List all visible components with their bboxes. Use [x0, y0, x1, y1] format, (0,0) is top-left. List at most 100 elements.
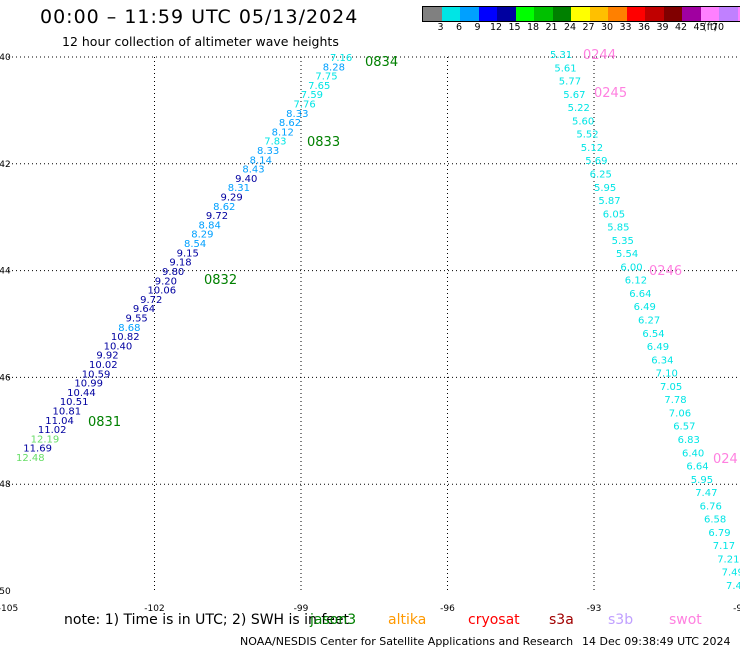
wave-height-label: 7.47 — [695, 488, 717, 499]
longitude-tick-label: -102 — [144, 604, 164, 612]
color-swatch — [589, 7, 608, 21]
wave-height-label: 8.33 — [257, 146, 279, 157]
latitude-tick-label: -40 — [0, 53, 11, 63]
pass-time-label: 0832 — [204, 273, 237, 288]
wave-height-label: 5.60 — [572, 116, 594, 127]
wave-height-label: 7.49 — [722, 568, 740, 579]
color-scale-unit: (ft) — [703, 22, 718, 33]
wave-height-label: 8.62 — [279, 118, 301, 129]
wave-height-label: 10.81 — [53, 406, 82, 417]
longitude-tick-label: -90 — [733, 604, 740, 612]
wave-height-label: 11.04 — [45, 416, 74, 427]
wave-height-label: 6.00 — [620, 262, 642, 273]
color-scale-label: 9 — [474, 22, 481, 33]
longitude-tick-label: -105 — [0, 604, 18, 612]
wave-height-label: 5.95 — [594, 183, 616, 194]
wave-height-label: 6.79 — [708, 528, 730, 539]
wave-height-label: 9.64 — [133, 304, 155, 315]
satellite-legend-s3a: s3a — [549, 612, 574, 628]
pass-time-label: 0831 — [88, 415, 121, 430]
wave-height-label: 5.77 — [559, 77, 581, 88]
wave-height-label: 6.83 — [678, 435, 700, 446]
wave-height-label: 10.44 — [67, 388, 96, 399]
color-scale-label: 36 — [637, 22, 651, 33]
longitude-tick-label: -96 — [440, 604, 455, 612]
pass-time-label: 0245 — [594, 86, 627, 101]
wave-height-label: 9.20 — [155, 276, 177, 287]
wave-height-label: 7.17 — [713, 541, 735, 552]
wave-height-label: 8.33 — [286, 109, 308, 120]
wave-height-label: 8.43 — [242, 165, 264, 176]
color-scale-label: 42 — [674, 22, 688, 33]
wave-height-map: -105 -102 -99 -96 -93 -90 -40 -42 -44 -46 -48 -50 12… — [0, 48, 740, 612]
wave-height-label: 9.40 — [235, 174, 257, 185]
wave-height-label: 5.85 — [607, 223, 629, 234]
wave-height-label: 5.87 — [598, 196, 620, 207]
color-scale-label: 6 — [455, 22, 463, 33]
wave-height-label: 9.72 — [140, 295, 162, 306]
wave-height-label: 7.16 — [330, 53, 352, 64]
wave-height-label: 7.78 — [664, 395, 686, 406]
wave-height-label: 5.69 — [585, 156, 607, 167]
wave-height-label: 10.51 — [60, 397, 89, 408]
color-scale-label: 39 — [656, 22, 669, 33]
color-swatch — [682, 7, 701, 21]
color-swatch — [478, 7, 497, 21]
wave-height-label: 7.06 — [669, 408, 691, 419]
wave-height-label: 9.29 — [220, 193, 242, 204]
wave-height-label: 8.62 — [213, 202, 235, 213]
wave-height-label: 5.95 — [691, 475, 713, 486]
wave-height-label: 12.19 — [31, 434, 60, 445]
wave-height-label: 7.75 — [315, 72, 337, 83]
wave-height-label: 6.64 — [686, 462, 708, 473]
color-scale-label: 3 — [437, 22, 444, 33]
color-scale-label: 15 — [508, 22, 521, 33]
pass-time-label: 024 — [713, 452, 738, 467]
color-swatch — [460, 7, 479, 21]
satellite-legend-cryosat: cryosat — [468, 612, 520, 628]
wave-height-label: 8.12 — [272, 127, 294, 138]
wave-height-label: 9.80 — [162, 267, 184, 278]
color-scale-label: 24 — [563, 22, 577, 33]
color-swatch — [608, 7, 627, 21]
pass-time-label: 0246 — [649, 264, 682, 279]
wave-height-label: 6.25 — [590, 169, 612, 180]
wave-height-label: 5.31 — [550, 50, 572, 61]
wave-height-label: 9.92 — [96, 351, 118, 362]
wave-height-label: 9.72 — [206, 211, 228, 222]
pass-time-label: 0244 — [583, 48, 616, 63]
wave-height-label: 6.34 — [651, 355, 673, 366]
color-scale-label: 27 — [582, 22, 595, 33]
color-swatch — [626, 7, 645, 21]
wave-height-label: 7.4 — [726, 581, 740, 592]
color-swatch — [571, 7, 590, 21]
wave-height-label: 7.59 — [301, 90, 323, 101]
wave-height-label: 6.58 — [704, 515, 726, 526]
footer-note: note: 1) Time is in UTC; 2) SWH is in fe… — [64, 612, 350, 628]
color-scale-label: 70 — [711, 22, 725, 33]
color-scale-label: 33 — [619, 22, 632, 33]
latitude-tick-label: -46 — [0, 373, 11, 383]
page-subtitle: 12 hour collection of altimeter wave hei… — [62, 34, 339, 49]
color-swatch — [663, 7, 682, 21]
wave-height-label: 8.29 — [191, 230, 213, 241]
wave-height-label: 10.59 — [82, 369, 111, 380]
wave-height-label: 6.49 — [634, 302, 656, 313]
satellite-legend-jason3: jason3 — [310, 612, 357, 628]
wave-height-label: 6.54 — [642, 329, 664, 340]
wave-height-label: 10.99 — [74, 379, 103, 390]
wave-height-label: 8.84 — [199, 220, 221, 231]
color-scale-bar — [422, 6, 740, 22]
color-swatch — [645, 7, 664, 21]
satellite-legend-s3b: s3b — [608, 612, 634, 628]
wave-height-label: 5.35 — [612, 236, 634, 247]
wave-height-label: 8.28 — [323, 62, 345, 73]
color-scale-label: 18 — [526, 22, 540, 33]
wave-height-label: 5.61 — [554, 63, 576, 74]
wave-height-label: 11.02 — [38, 425, 67, 436]
color-swatch — [497, 7, 516, 21]
wave-height-label: 7.76 — [293, 100, 315, 111]
wave-height-label: 8.31 — [228, 183, 250, 194]
generated-timestamp: 14 Dec 09:38:49 UTC 2024 — [582, 635, 731, 648]
color-scale-label: 30 — [600, 22, 614, 33]
